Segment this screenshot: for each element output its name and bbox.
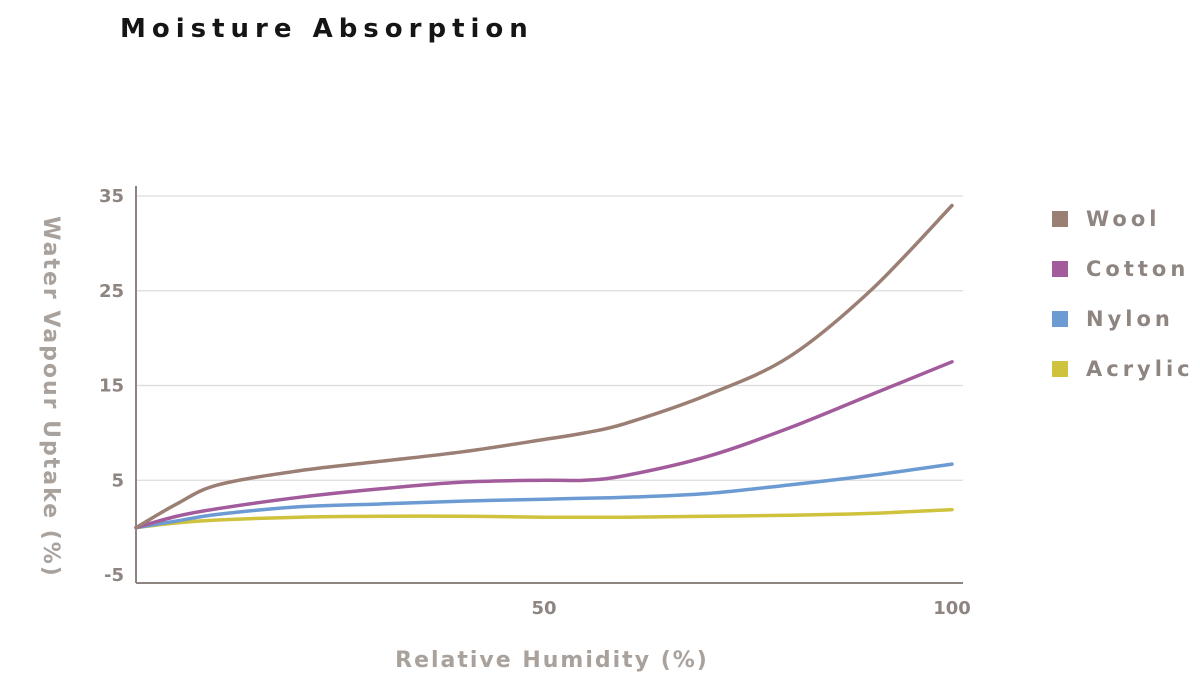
- series-line-wool: [134, 203, 954, 530]
- x-tick-label: 50: [531, 598, 556, 619]
- line-chart: 35 25 15 5 -5 50 100 Relative Humidity (%) Wa…: [38, 186, 971, 673]
- legend-swatch: [1052, 311, 1068, 327]
- legend-item-nylon: Nylon: [1052, 294, 1194, 344]
- x-axis-title: Relative Humidity (%): [395, 648, 709, 673]
- legend-item-cotton: Cotton: [1052, 244, 1194, 294]
- legend-swatch: [1052, 261, 1068, 277]
- series-lines: [134, 203, 954, 530]
- y-tick-label: 15: [99, 376, 124, 397]
- legend-item-acrylic: Acrylic: [1052, 344, 1194, 394]
- legend-item-wool: Wool: [1052, 194, 1194, 244]
- y-tick-labels: 35 25 15 5 -5: [99, 186, 124, 586]
- chart-title: Moisture Absorption: [120, 14, 534, 44]
- legend-label: Cotton: [1086, 257, 1190, 281]
- series-line-acrylic: [134, 507, 954, 530]
- series-line-nylon: [134, 462, 954, 530]
- legend-label: Nylon: [1086, 307, 1174, 331]
- chart-legend: Wool Cotton Nylon Acrylic: [1052, 194, 1194, 394]
- y-tick-label: -5: [104, 565, 124, 586]
- series-line-cotton: [134, 360, 954, 530]
- legend-swatch: [1052, 361, 1068, 377]
- y-axis-title: Water Vapour Uptake (%): [38, 216, 63, 578]
- y-tick-label: 5: [111, 470, 124, 491]
- x-tick-label: 100: [933, 598, 971, 619]
- axes: [135, 186, 963, 584]
- y-tick-label: 35: [99, 186, 124, 207]
- x-tick-labels: 50 100: [531, 598, 970, 619]
- legend-swatch: [1052, 211, 1068, 227]
- y-tick-label: 25: [99, 281, 124, 302]
- legend-label: Acrylic: [1086, 357, 1194, 381]
- legend-label: Wool: [1086, 207, 1161, 231]
